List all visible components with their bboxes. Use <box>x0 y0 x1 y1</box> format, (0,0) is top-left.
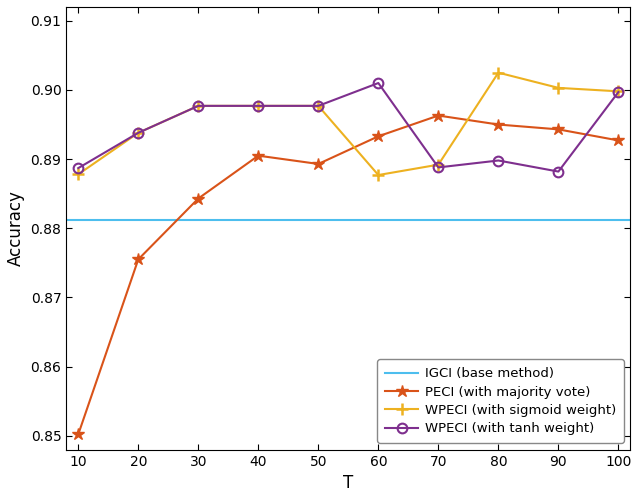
WPECI (with tanh weight) <box>435 165 442 171</box>
PECI (with majority vote) <box>614 137 622 143</box>
IGCI (base method) <box>14 217 22 223</box>
Y-axis label: Accuracy: Accuracy <box>7 190 25 266</box>
WPECI (with tanh weight) <box>614 89 622 95</box>
WPECI (with sigmoid weight) <box>435 162 442 168</box>
WPECI (with tanh weight) <box>495 158 502 164</box>
X-axis label: T: T <box>343 474 353 492</box>
WPECI (with sigmoid weight) <box>134 130 142 136</box>
WPECI (with sigmoid weight) <box>554 85 562 91</box>
PECI (with majority vote) <box>195 196 202 202</box>
PECI (with majority vote) <box>435 113 442 119</box>
Line: WPECI (with tanh weight): WPECI (with tanh weight) <box>74 78 623 177</box>
WPECI (with tanh weight) <box>314 103 322 109</box>
WPECI (with sigmoid weight) <box>74 171 82 177</box>
PECI (with majority vote) <box>554 126 562 132</box>
WPECI (with sigmoid weight) <box>614 88 622 94</box>
PECI (with majority vote) <box>374 133 382 139</box>
WPECI (with tanh weight) <box>195 103 202 109</box>
WPECI (with sigmoid weight) <box>374 172 382 178</box>
Line: WPECI (with sigmoid weight): WPECI (with sigmoid weight) <box>72 66 625 181</box>
WPECI (with sigmoid weight) <box>255 103 262 109</box>
PECI (with majority vote) <box>74 432 82 438</box>
PECI (with majority vote) <box>495 122 502 128</box>
IGCI (base method) <box>20 217 28 223</box>
WPECI (with tanh weight) <box>374 80 382 86</box>
Line: PECI (with majority vote): PECI (with majority vote) <box>72 109 625 441</box>
PECI (with majority vote) <box>134 256 142 262</box>
WPECI (with tanh weight) <box>554 169 562 175</box>
PECI (with majority vote) <box>255 153 262 159</box>
WPECI (with sigmoid weight) <box>314 103 322 109</box>
WPECI (with sigmoid weight) <box>495 70 502 76</box>
WPECI (with tanh weight) <box>255 103 262 109</box>
WPECI (with tanh weight) <box>134 130 142 136</box>
PECI (with majority vote) <box>314 161 322 167</box>
Legend: IGCI (base method), PECI (with majority vote), WPECI (with sigmoid weight), WPEC: IGCI (base method), PECI (with majority … <box>377 359 624 443</box>
WPECI (with tanh weight) <box>74 165 82 171</box>
WPECI (with sigmoid weight) <box>195 103 202 109</box>
